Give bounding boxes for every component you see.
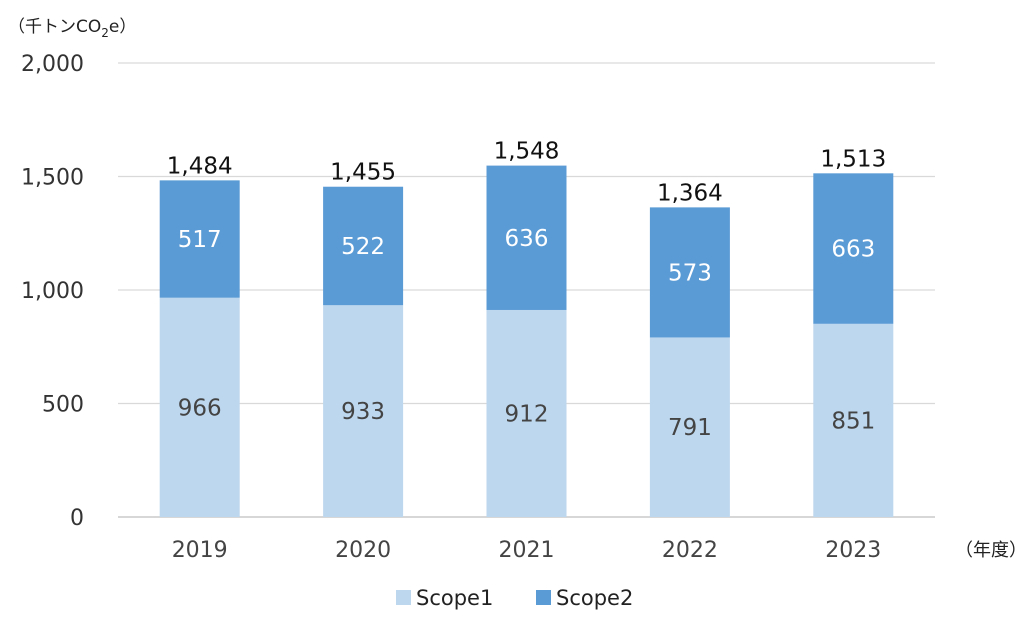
bar-scope1-2022 [649, 337, 730, 517]
x-axis-ticks: 2019 2020 2021 2022 2023 [172, 538, 882, 563]
bar-scope1-2021 [486, 309, 567, 517]
x-tick-label: 2021 [499, 538, 555, 563]
bar-scope2-2022 [649, 207, 730, 338]
y-unit-label-tail: e） [109, 17, 136, 37]
x-unit-label: （年度） [955, 540, 1027, 561]
legend: Scope1 Scope2 [396, 586, 633, 610]
total-label: 1,513 [820, 146, 886, 172]
legend-label-scope1: Scope1 [416, 586, 493, 610]
y-tick-label: 500 [42, 393, 84, 418]
bar-scope1-2019 [159, 297, 240, 517]
bar-scope2-2021 [486, 165, 567, 310]
total-label: 1,548 [494, 139, 560, 165]
y-unit-label: （千トンCO2e） [8, 17, 136, 40]
total-label: 1,364 [657, 180, 723, 206]
legend-swatch-scope2 [536, 590, 551, 605]
bar-scope1-2023 [813, 323, 894, 517]
bar-scope2-2023 [813, 173, 894, 324]
x-tick-label: 2022 [662, 538, 718, 563]
data-label-scope2: 517 [178, 227, 222, 253]
bars: 966 517 1,484 933 522 1,455 912 636 1,548 791 573 1… [159, 139, 894, 517]
y-unit-label-main: （千トンCO [8, 17, 101, 37]
legend-label-scope2: Scope2 [556, 586, 633, 610]
y-unit-label-sub: 2 [101, 26, 109, 40]
data-label-scope2: 636 [505, 226, 549, 252]
data-label-scope1: 791 [668, 415, 712, 441]
legend-swatch-scope1 [396, 590, 411, 605]
bar-scope2-2019 [159, 180, 240, 298]
y-tick-label: 1,000 [21, 279, 84, 304]
data-label-scope1: 933 [341, 399, 385, 425]
data-label-scope1: 912 [505, 401, 549, 427]
total-label: 1,455 [330, 160, 396, 186]
data-label-scope2: 522 [341, 234, 385, 260]
total-label: 1,484 [167, 153, 233, 179]
bar-scope1-2020 [323, 305, 404, 517]
y-tick-label: 2,000 [21, 52, 84, 77]
data-label-scope1: 851 [831, 408, 875, 434]
y-tick-label: 1,500 [21, 166, 84, 191]
bar-scope2-2020 [323, 186, 404, 306]
y-tick-label: 0 [70, 506, 84, 531]
y-axis-ticks: 0 500 1,000 1,500 2,000 [21, 52, 84, 531]
data-label-scope2: 573 [668, 260, 712, 286]
x-tick-label: 2020 [335, 538, 391, 563]
x-tick-label: 2019 [172, 538, 228, 563]
x-tick-label: 2023 [825, 538, 881, 563]
data-label-scope1: 966 [178, 395, 222, 421]
data-label-scope2: 663 [831, 237, 875, 263]
